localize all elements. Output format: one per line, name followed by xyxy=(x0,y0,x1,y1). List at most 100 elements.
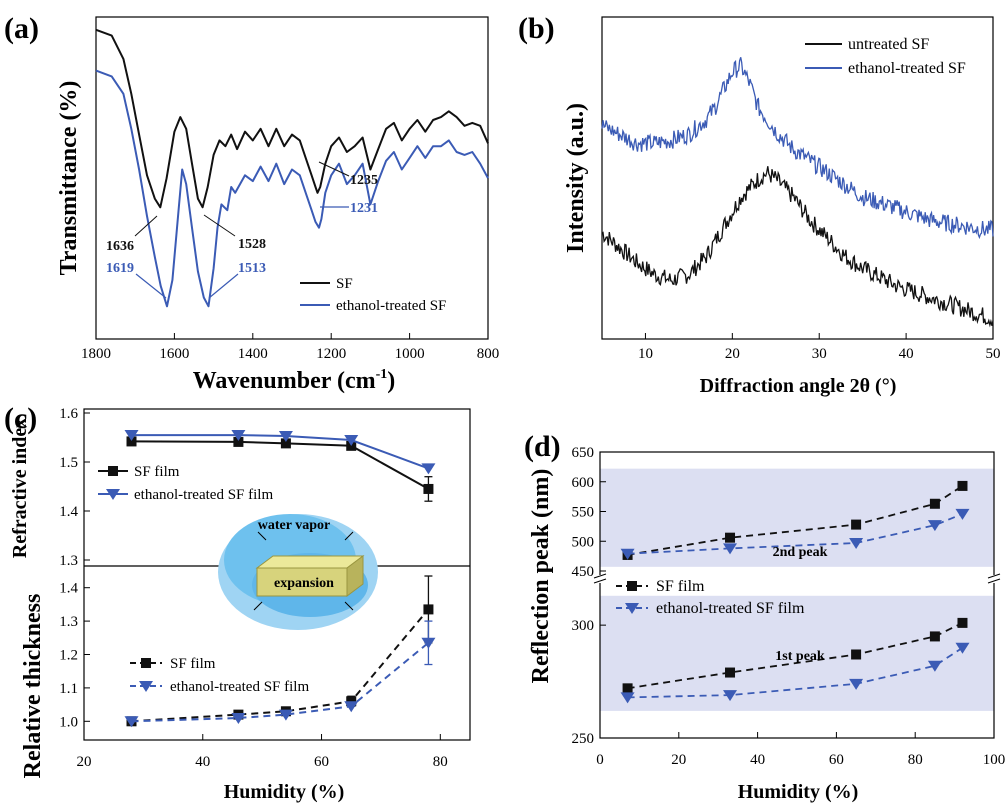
series-d xyxy=(620,480,970,704)
x-axis-title-d: Humidity (%) xyxy=(738,781,859,803)
plot-frame-d xyxy=(599,451,995,739)
legend-d-ethanol: ethanol-treated SF film xyxy=(656,600,805,617)
y-tick-label-c-top: 1.6 xyxy=(59,406,78,422)
legend-label-untreated-sf: untreated SF xyxy=(848,36,929,53)
y-tick-label-c-bottom: 1.1 xyxy=(59,681,78,697)
y-tick-label-c-bottom: 1.4 xyxy=(59,581,78,597)
y-axis-title-d: Reflection peak (nm) xyxy=(528,469,554,684)
legend-label-ethanol-sf-b: ethanol-treated SF xyxy=(848,60,966,77)
inset-label-water-vapor: water vapor xyxy=(258,518,330,533)
x-ticks-b: 10 20 30 40 50 xyxy=(638,333,1001,362)
x-tick-label-a: 1600 xyxy=(159,346,189,362)
annotation-1528: 1528 xyxy=(238,237,266,252)
panel-label-a: (a) xyxy=(4,12,39,45)
data-point-d xyxy=(957,617,968,628)
data-point-c xyxy=(346,696,357,707)
data-point-d xyxy=(725,532,736,543)
y-axis-title-c-top: Refractive index xyxy=(9,418,31,559)
plot-frame-c xyxy=(83,408,471,741)
data-point-d xyxy=(955,508,970,520)
x-tick-label-d: 60 xyxy=(829,752,844,768)
band-1st-peak xyxy=(600,595,994,711)
x-tick-label-b: 40 xyxy=(899,346,914,362)
y-axis-title-b: Intensity (a.u.) xyxy=(563,103,589,253)
series-line-ethanol-sf xyxy=(95,69,489,308)
data-point-c xyxy=(280,438,291,449)
panel-c: (c) water vapor expansion 20 40 60 80 1.3 1.4… xyxy=(4,402,471,803)
data-point-d xyxy=(955,642,970,654)
data-point-d xyxy=(851,649,862,660)
data-point-c xyxy=(344,701,359,713)
x-tick-label-d: 100 xyxy=(983,752,1006,768)
data-point-d xyxy=(725,667,736,678)
y-tick-label-c-top: 1.4 xyxy=(59,504,78,520)
data-point-d xyxy=(723,690,738,702)
water-vapor-inset: water vapor expansion xyxy=(218,514,378,630)
x-tick-label-a: 1000 xyxy=(395,346,425,362)
panel-d: (d) 0 20 40 60 80 100 450 500 550 600 650 250 300 2n… xyxy=(524,430,1005,803)
data-point-c xyxy=(124,716,139,728)
series-line-c-bottom-1 xyxy=(131,642,430,723)
y-tick-label-c-bottom: 1.3 xyxy=(59,614,78,630)
data-point-c xyxy=(423,604,434,615)
x-tick-label-d: 0 xyxy=(596,752,604,768)
y-axis-title-c-bottom: Relative thickness xyxy=(20,594,46,779)
annotation-1619: 1619 xyxy=(106,261,134,276)
x-axis-title-a: Wavenumber (cm-1) xyxy=(193,367,396,394)
x-tick-label-d: 20 xyxy=(671,752,686,768)
legend-c-top-ethanol: ethanol-treated SF film xyxy=(134,487,273,503)
axes-c: 20 40 60 80 1.3 1.4 1.5 1.6 1.0 1.1 1.2 1.3 1.4 xyxy=(59,406,448,770)
panel-a: (a) 1800 1600 1400 1200 1000 800 Transmittanc… xyxy=(4,12,499,394)
legend-b: untreated SF ethanol-treated SF xyxy=(805,36,966,77)
x-tick-label-c: 40 xyxy=(195,754,210,770)
panel-label-c: (c) xyxy=(4,402,37,435)
data-point-d xyxy=(927,520,942,532)
annotation-1513: 1513 xyxy=(238,261,266,276)
y-axis-title-a: Transmittance (%) xyxy=(56,81,82,276)
data-point-c xyxy=(423,483,434,494)
data-point-c xyxy=(231,712,246,724)
peak-annotations-a: 1636 1528 1235 1619 1513 1231 xyxy=(106,161,378,299)
series-line-ethanol-sf xyxy=(601,57,994,240)
x-tick-label-b: 20 xyxy=(725,346,740,362)
plot-frame-a xyxy=(95,16,489,340)
x-tick-label-b: 30 xyxy=(812,346,827,362)
y-tick-label-d-upper: 600 xyxy=(572,475,595,491)
legend-label-sf: SF xyxy=(336,276,353,292)
data-point-c xyxy=(126,436,137,447)
data-point-d xyxy=(723,543,738,555)
data-point-d xyxy=(622,683,633,694)
y-tick-label-d-upper: 450 xyxy=(572,564,595,580)
legend-d: SF film ethanol-treated SF film xyxy=(616,578,805,617)
data-point-d xyxy=(927,660,942,672)
legend-a: SF ethanol-treated SF xyxy=(300,276,446,314)
x-tick-label-c: 80 xyxy=(433,754,448,770)
peak-bands-d xyxy=(600,468,994,711)
legend-c-top: SF film ethanol-treated SF film xyxy=(98,464,273,503)
data-point-c xyxy=(421,463,436,475)
series-lines-a xyxy=(95,28,489,308)
plot-frame-b xyxy=(601,16,994,340)
legend-c-bottom: SF film ethanol-treated SF film xyxy=(130,656,309,695)
data-point-d xyxy=(929,498,940,509)
series-lines-b xyxy=(601,57,994,328)
data-point-c xyxy=(233,436,244,447)
band-2nd-peak xyxy=(600,468,994,567)
y-tick-label-d-upper: 650 xyxy=(572,445,595,461)
legend-label-ethanol-sf: ethanol-treated SF xyxy=(336,298,446,314)
band-label-2nd-peak: 2nd peak xyxy=(773,545,828,560)
axes-d: 0 20 40 60 80 100 450 500 550 600 650 250 300 xyxy=(572,445,1006,768)
panel-label-d: (d) xyxy=(524,430,561,463)
y-tick-label-c-top: 1.5 xyxy=(59,455,78,471)
x-tick-label-b: 50 xyxy=(986,346,1001,362)
x-axis-title-c: Humidity (%) xyxy=(224,781,345,803)
y-tick-label-d-upper: 550 xyxy=(572,505,595,521)
panel-label-b: (b) xyxy=(518,12,555,45)
data-point-c xyxy=(421,637,436,649)
y-tick-label-d-upper: 500 xyxy=(572,534,595,550)
y-tick-label-d-lower: 300 xyxy=(572,618,595,634)
data-point-c xyxy=(278,431,293,443)
series-c xyxy=(124,430,436,728)
y-tick-label-c-bottom: 1.0 xyxy=(59,714,78,730)
